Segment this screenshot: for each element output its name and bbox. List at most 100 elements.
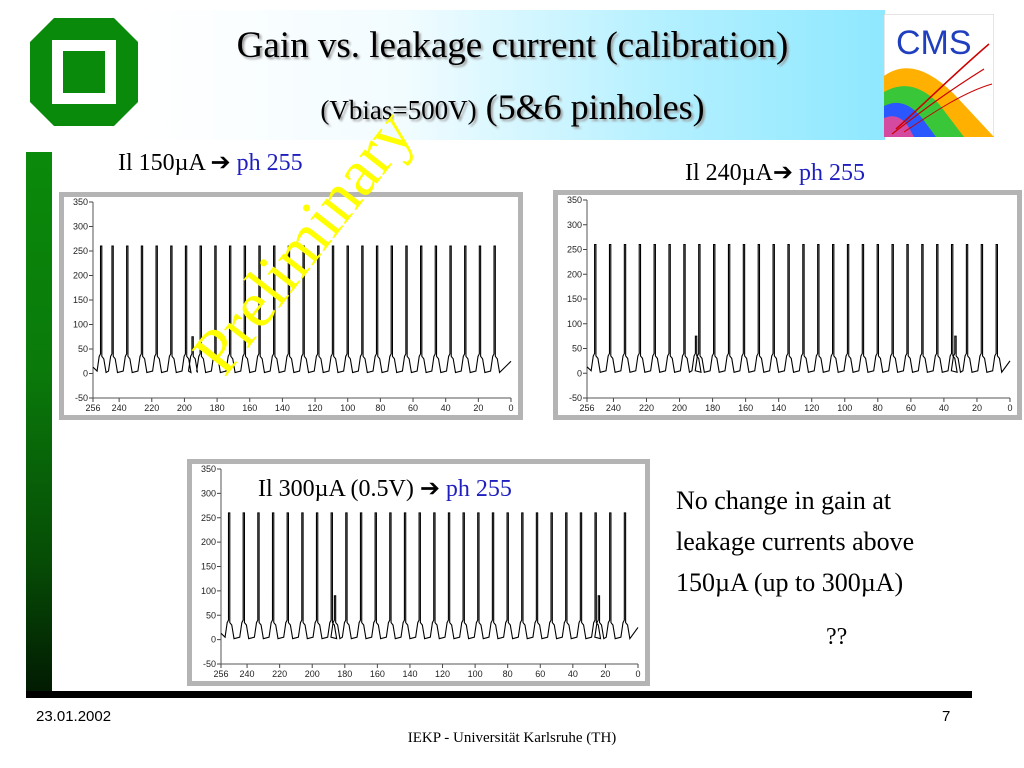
x-tick-label: 0 — [1007, 403, 1012, 413]
chart3-current: Il 300µA (0.5V) — [258, 476, 414, 502]
x-tick-label: 240 — [112, 403, 127, 413]
cms-logo-text: CMS — [896, 24, 972, 62]
arrow-icon: ➔ — [772, 160, 793, 186]
y-tick-label: 50 — [78, 344, 88, 354]
title-band — [140, 10, 885, 140]
chart-background — [64, 197, 518, 415]
x-tick-label: 80 — [873, 403, 883, 413]
x-tick-label: 256 — [85, 403, 100, 413]
x-tick-label: 0 — [508, 403, 513, 413]
chart3-label: Il 300µA (0.5V) ➔ ph 255 — [258, 474, 512, 503]
y-tick-label: 200 — [73, 271, 88, 281]
y-tick-label: 150 — [567, 294, 582, 304]
chart-background — [192, 464, 645, 681]
x-tick-label: 20 — [600, 669, 610, 679]
footer-institute: IEKP - Universität Karlsruhe (TH) — [407, 730, 617, 746]
x-tick-label: 220 — [272, 669, 287, 679]
arrow-icon: ➔ — [210, 150, 231, 176]
y-tick-label: 100 — [567, 319, 582, 329]
x-tick-label: 100 — [340, 403, 355, 413]
chart2-label: Il 240µA➔ ph 255 — [685, 158, 865, 187]
waveform-line — [586, 244, 1011, 374]
y-tick-label: 250 — [567, 245, 582, 255]
x-tick-label: 60 — [535, 669, 545, 679]
subtitle-vbias: (Vbias=500V) — [320, 95, 477, 125]
x-tick-label: 160 — [738, 403, 753, 413]
x-tick-label: 60 — [408, 403, 418, 413]
x-tick-label: 40 — [939, 403, 949, 413]
x-tick-label: 160 — [242, 403, 257, 413]
x-tick-label: 80 — [375, 403, 385, 413]
x-tick-label: 240 — [606, 403, 621, 413]
y-tick-label: 100 — [73, 320, 88, 330]
chart1-label: Il 150µA ➔ ph 255 — [118, 148, 303, 177]
chart3-ph: ph 255 — [445, 476, 512, 502]
x-tick-label: 240 — [240, 669, 255, 679]
note-line-2: leakage currents above — [676, 527, 915, 556]
x-tick-label: 0 — [635, 669, 640, 679]
note-line-1: No change in gain at — [676, 486, 892, 515]
y-tick-label: 0 — [211, 635, 216, 645]
university-logo — [30, 18, 138, 126]
cms-logo: CMS — [884, 14, 994, 137]
x-tick-label: 120 — [308, 403, 323, 413]
y-tick-label: -50 — [569, 393, 582, 403]
x-tick-label: 20 — [972, 403, 982, 413]
arrow-icon: ➔ — [419, 476, 440, 502]
slide-subtitle: (Vbias=500V) (5&6 pinholes) — [140, 86, 885, 128]
y-tick-label: 300 — [567, 220, 582, 230]
x-tick-label: 180 — [705, 403, 720, 413]
chart2-ph: ph 255 — [798, 160, 865, 186]
y-tick-label: 50 — [206, 610, 216, 620]
x-tick-label: 140 — [771, 403, 786, 413]
note-line-3: 150µA (up to 300µA) — [676, 568, 904, 597]
y-tick-label: 150 — [73, 295, 88, 305]
subtitle-pinholes: (5&6 pinholes) — [485, 87, 705, 127]
x-tick-label: 140 — [275, 403, 290, 413]
x-tick-label: 40 — [568, 669, 578, 679]
y-tick-label: 300 — [201, 488, 216, 498]
y-tick-label: 250 — [201, 513, 216, 523]
x-tick-label: 100 — [468, 669, 483, 679]
y-tick-label: 0 — [83, 369, 88, 379]
waveform-line — [92, 245, 512, 374]
x-tick-label: 100 — [837, 403, 852, 413]
conclusion-note: No change in gain at leakage currents ab… — [676, 480, 914, 603]
y-tick-label: 150 — [201, 562, 216, 572]
y-tick-label: 0 — [577, 368, 582, 378]
y-tick-label: 200 — [567, 269, 582, 279]
x-tick-label: 140 — [402, 669, 417, 679]
y-tick-label: 200 — [201, 537, 216, 547]
x-tick-label: 80 — [503, 669, 513, 679]
x-tick-label: 40 — [441, 403, 451, 413]
x-tick-label: 120 — [804, 403, 819, 413]
x-tick-label: 180 — [337, 669, 352, 679]
y-tick-label: 250 — [73, 246, 88, 256]
chart1-ph: ph 255 — [236, 150, 303, 176]
y-tick-label: 350 — [567, 195, 582, 205]
x-tick-label: 20 — [473, 403, 483, 413]
y-tick-label: 300 — [73, 222, 88, 232]
green-sidebar-bar — [26, 152, 52, 694]
x-tick-label: 160 — [370, 669, 385, 679]
y-tick-label: 350 — [201, 464, 216, 474]
y-tick-label: -50 — [75, 393, 88, 403]
x-tick-label: 120 — [435, 669, 450, 679]
x-tick-label: 180 — [210, 403, 225, 413]
y-tick-label: -50 — [203, 659, 216, 669]
y-tick-label: 350 — [73, 197, 88, 207]
x-tick-label: 256 — [579, 403, 594, 413]
waveform-line — [220, 512, 639, 641]
slide-title: Gain vs. leakage current (calibration) — [236, 25, 789, 66]
question-marks: ?? — [826, 624, 848, 650]
x-tick-label: 200 — [305, 669, 320, 679]
footer-page-number: 7 — [942, 708, 951, 725]
x-tick-label: 256 — [213, 669, 228, 679]
x-tick-label: 220 — [144, 403, 159, 413]
chart1-current: Il 150µA — [118, 150, 205, 176]
x-tick-label: 220 — [639, 403, 654, 413]
x-tick-label: 200 — [672, 403, 687, 413]
footer-date: 23.01.2002 — [36, 708, 112, 725]
